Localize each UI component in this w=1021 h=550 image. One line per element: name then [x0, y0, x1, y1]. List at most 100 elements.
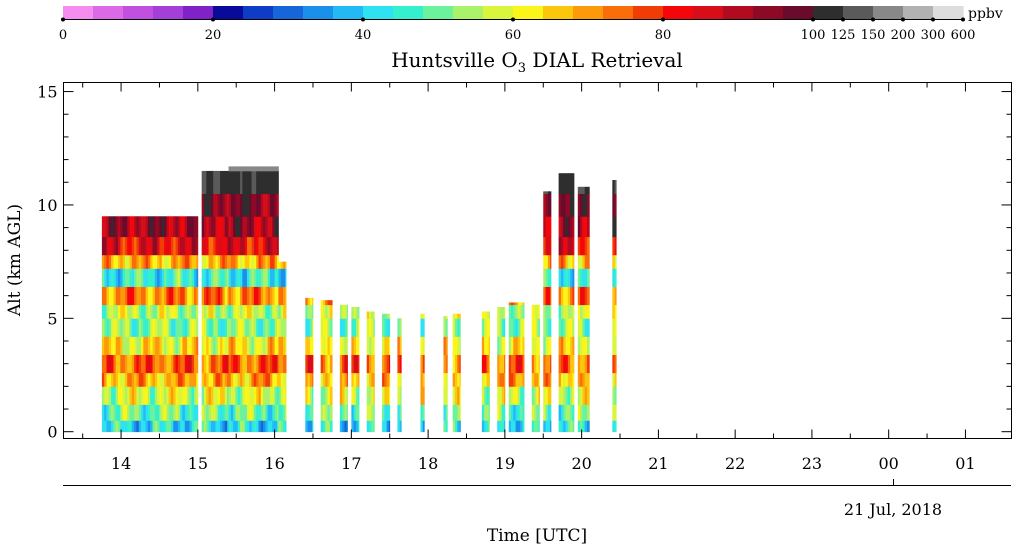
heatmap-cell	[534, 386, 537, 405]
heatmap-cell	[242, 166, 246, 172]
heatmap-cell	[545, 354, 549, 374]
heatmap-cell	[276, 318, 279, 337]
heatmap-cell	[224, 386, 228, 405]
colorbar-swatch	[663, 6, 694, 19]
heatmap-cell	[170, 336, 174, 356]
heatmap-cell	[191, 318, 195, 337]
heatmap-cell	[386, 372, 390, 387]
heatmap-cell	[220, 193, 223, 217]
heatmap-cell	[351, 306, 355, 319]
heatmap-cell	[256, 166, 259, 172]
heatmap-cell	[256, 236, 259, 256]
heatmap-cell	[136, 268, 140, 287]
heatmap-cell	[189, 354, 193, 374]
heatmap-cell	[118, 372, 121, 387]
heatmap-cell	[260, 286, 264, 306]
heatmap-cell	[531, 420, 535, 433]
heatmap-cell	[129, 286, 133, 306]
heatmap-cell	[136, 286, 140, 306]
heatmap-cell	[258, 404, 262, 421]
heatmap-cell	[344, 372, 348, 387]
heatmap-cell	[499, 404, 503, 421]
heatmap-cell	[422, 313, 425, 319]
heatmap-cell	[567, 236, 571, 256]
heatmap-cell	[517, 304, 521, 319]
heatmap-cell	[201, 404, 205, 421]
heatmap-cell	[577, 336, 581, 356]
heatmap-cell	[173, 336, 176, 356]
heatmap-cell	[246, 336, 250, 356]
heatmap-cell	[222, 420, 226, 433]
heatmap-cell	[246, 170, 250, 195]
heatmap-cell	[536, 304, 540, 319]
heatmap-cell	[253, 254, 257, 269]
heatmap-cell	[307, 354, 311, 374]
heatmap-cell	[187, 254, 190, 269]
heatmap-cell	[567, 354, 571, 374]
heatmap-cell	[260, 404, 264, 421]
heatmap-cell	[168, 404, 172, 421]
heatmap-cell	[230, 254, 234, 269]
heatmap-cell	[587, 420, 590, 433]
heatmap-cell	[253, 193, 257, 217]
heatmap-cell	[256, 304, 259, 319]
heatmap-cell	[397, 336, 401, 356]
heatmap-cell	[189, 216, 193, 238]
heatmap-cell	[567, 193, 571, 217]
heatmap-cell	[222, 193, 226, 217]
heatmap-cell	[217, 318, 221, 337]
heatmap-cell	[531, 304, 535, 319]
heatmap-cell	[138, 404, 142, 421]
heatmap-cell	[515, 302, 519, 306]
heatmap-cell	[267, 386, 271, 405]
chart-title-rest: DIAL Retrieval	[526, 48, 683, 72]
heatmap-cell	[203, 354, 207, 374]
heatmap-cell	[134, 354, 137, 374]
heatmap-cell	[531, 372, 535, 387]
heatmap-cell	[240, 336, 243, 356]
heatmap-cell	[269, 318, 273, 337]
heatmap-cell	[513, 420, 517, 433]
heatmap-cell	[122, 336, 126, 356]
heatmap-cell	[587, 318, 590, 337]
heatmap-cell	[210, 193, 214, 217]
heatmap-cell	[420, 318, 424, 337]
heatmap-cell	[127, 304, 130, 319]
heatmap-cell	[587, 354, 590, 374]
heatmap-cell	[147, 386, 151, 405]
heatmap-cell	[560, 372, 564, 387]
heatmap-cell	[445, 420, 448, 433]
heatmap-cell	[104, 236, 107, 256]
colorbar-swatch	[453, 6, 484, 19]
heatmap-cell	[572, 254, 575, 269]
heatmap-cell	[157, 318, 160, 337]
heatmap-cell	[208, 170, 212, 195]
heatmap-cell	[210, 386, 214, 405]
x-tick-label: 00	[879, 454, 899, 473]
heatmap-cell	[170, 268, 174, 287]
heatmap-cell	[278, 268, 282, 287]
heatmap-cell	[580, 304, 583, 319]
heatmap-cell	[228, 166, 232, 172]
heatmap-cell	[452, 336, 456, 356]
heatmap-cell	[531, 354, 535, 374]
heatmap-cell	[120, 404, 124, 421]
heatmap-cell	[129, 318, 133, 337]
heatmap-cell	[242, 193, 246, 217]
heatmap-cell	[452, 404, 456, 421]
heatmap-cell	[499, 336, 503, 356]
heatmap-cell	[166, 236, 170, 256]
heatmap-cell	[276, 304, 279, 319]
heatmap-cell	[577, 186, 581, 195]
heatmap-cell	[193, 318, 197, 337]
heatmap-cell	[534, 420, 537, 433]
heatmap-cell	[224, 236, 228, 256]
heatmap-cell	[189, 304, 193, 319]
heatmap-cell	[572, 193, 575, 217]
heatmap-cell	[180, 420, 183, 433]
heatmap-cell	[504, 386, 506, 405]
heatmap-cell	[159, 318, 163, 337]
heatmap-cell	[572, 236, 575, 256]
heatmap-cell	[157, 216, 160, 238]
heatmap-cell	[265, 254, 269, 269]
